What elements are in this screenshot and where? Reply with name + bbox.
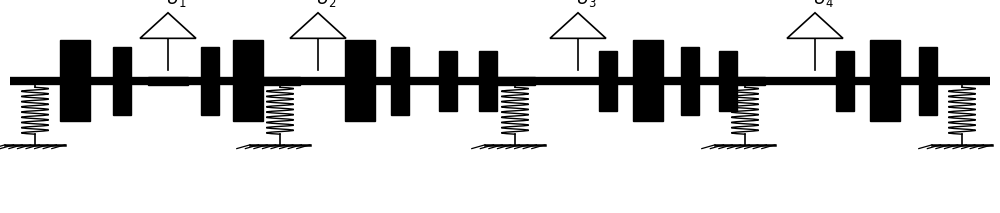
- Bar: [495, 77, 535, 85]
- Text: $U_{1}$: $U_{1}$: [166, 0, 186, 9]
- Bar: [919, 47, 937, 115]
- Bar: [201, 47, 219, 115]
- Bar: [725, 77, 765, 85]
- Bar: [681, 47, 699, 115]
- Polygon shape: [550, 13, 606, 38]
- Bar: [345, 40, 375, 121]
- Bar: [479, 51, 497, 111]
- Bar: [148, 77, 188, 85]
- Polygon shape: [140, 13, 196, 38]
- Bar: [599, 51, 617, 111]
- Bar: [439, 51, 457, 111]
- Bar: [113, 47, 131, 115]
- Bar: [60, 40, 90, 121]
- Bar: [719, 51, 737, 111]
- Polygon shape: [290, 13, 346, 38]
- Bar: [633, 40, 663, 121]
- Text: $U_{4}$: $U_{4}$: [813, 0, 833, 9]
- Bar: [260, 77, 300, 85]
- Bar: [836, 51, 854, 111]
- Text: $U_{2}$: $U_{2}$: [316, 0, 336, 9]
- Text: $U_{3}$: $U_{3}$: [576, 0, 596, 9]
- Bar: [233, 40, 263, 121]
- Polygon shape: [787, 13, 843, 38]
- Bar: [391, 47, 409, 115]
- Bar: [870, 40, 900, 121]
